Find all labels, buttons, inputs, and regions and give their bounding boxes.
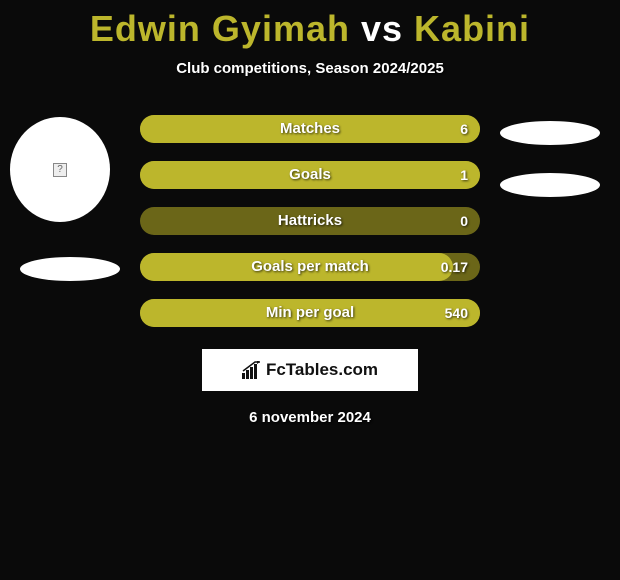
stat-bars: Matches6Goals1Hattricks0Goals per match0… [140, 115, 480, 345]
stat-bar-value: 6 [460, 115, 468, 143]
stat-bar-value: 0 [460, 207, 468, 235]
player2-shadow-2 [500, 173, 600, 197]
stat-bar-row: Matches6 [140, 115, 480, 143]
logo-text: FcTables.com [266, 360, 378, 380]
broken-image-icon: ? [53, 163, 67, 177]
stat-bar-value: 0.17 [441, 253, 468, 281]
fctables-icon [242, 361, 262, 379]
title-vs: vs [361, 8, 403, 49]
player1-shadow [20, 257, 120, 281]
stat-bar-label: Goals [140, 161, 480, 189]
date-label: 6 november 2024 [0, 409, 620, 426]
logo-box: FcTables.com [202, 349, 418, 391]
stat-bar-value: 540 [445, 299, 468, 327]
player1-avatar: ? [10, 117, 110, 222]
title-player2: Kabini [414, 8, 530, 49]
stat-bar-label: Matches [140, 115, 480, 143]
player2-shadow-1 [500, 121, 600, 145]
stat-bar-label: Hattricks [140, 207, 480, 235]
stat-bar-row: Min per goal540 [140, 299, 480, 327]
stat-bar-row: Goals per match0.17 [140, 253, 480, 281]
comparison-content: ? Matches6 Goals1 Hattricks0 Goals per matc… [0, 107, 620, 347]
page-title: Edwin Gyimah vs Kabini [0, 0, 620, 50]
stat-bar-row: Hattricks0 [140, 207, 480, 235]
stat-bar-value: 1 [460, 161, 468, 189]
stat-bar-label: Min per goal [140, 299, 480, 327]
subtitle: Club competitions, Season 2024/2025 [0, 60, 620, 77]
title-player1: Edwin Gyimah [90, 8, 350, 49]
stat-bar-row: Goals1 [140, 161, 480, 189]
stat-bar-label: Goals per match [140, 253, 480, 281]
